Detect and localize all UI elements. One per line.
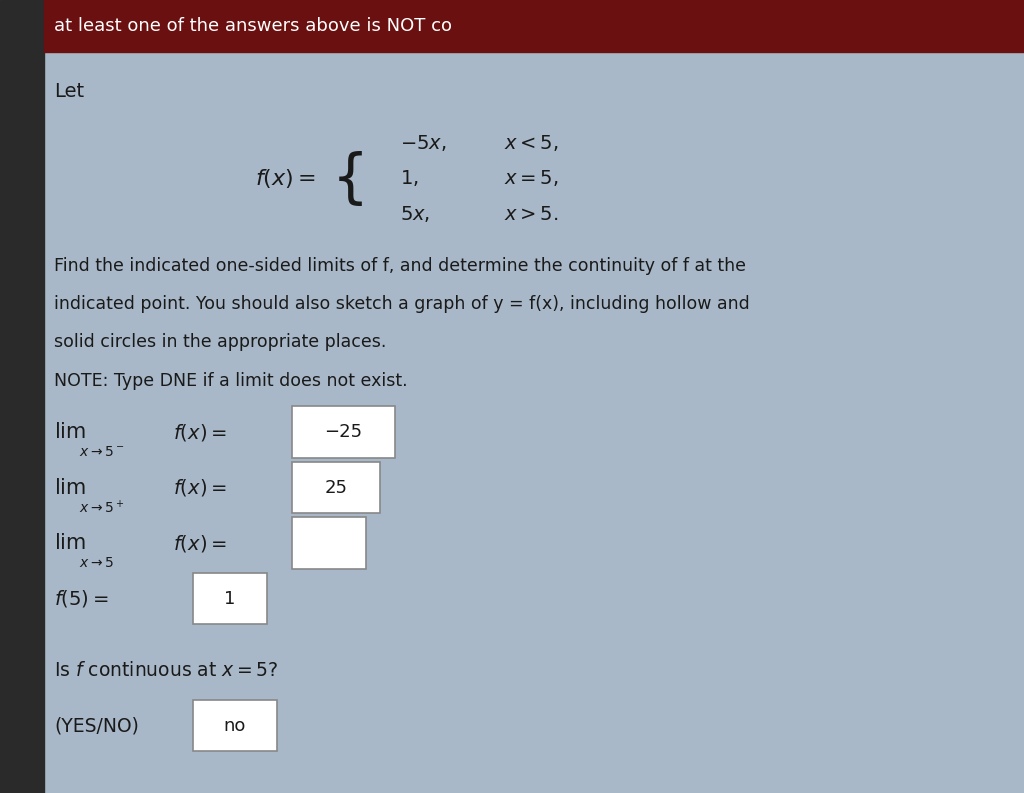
Text: 25: 25 xyxy=(325,479,347,496)
Text: at least one of the answers above is NOT co: at least one of the answers above is NOT… xyxy=(54,17,453,35)
Text: $f(5) =$: $f(5) =$ xyxy=(54,588,109,609)
Text: $f(x) =$: $f(x) =$ xyxy=(173,422,226,442)
FancyBboxPatch shape xyxy=(292,462,381,514)
Text: solid circles in the appropriate places.: solid circles in the appropriate places. xyxy=(54,333,387,351)
Bar xyxy=(0,0,44,793)
Text: $x \rightarrow 5^+$: $x \rightarrow 5^+$ xyxy=(79,499,125,516)
Text: $\lim$: $\lim$ xyxy=(54,533,86,554)
Text: $x > 5.$: $x > 5.$ xyxy=(504,205,558,224)
Text: $\lim$: $\lim$ xyxy=(54,422,86,442)
Text: $f(x) =$: $f(x) =$ xyxy=(173,477,226,498)
Text: $x \rightarrow 5^-$: $x \rightarrow 5^-$ xyxy=(79,445,125,459)
Text: 1: 1 xyxy=(224,590,236,607)
Text: no: no xyxy=(223,717,246,734)
Text: $1,$: $1,$ xyxy=(400,168,419,189)
Text: $x = 5,$: $x = 5,$ xyxy=(504,168,559,189)
Text: Find the indicated one-sided limits of f, and determine the continuity of f at t: Find the indicated one-sided limits of f… xyxy=(54,257,746,274)
FancyBboxPatch shape xyxy=(292,407,395,458)
Text: $x < 5,$: $x < 5,$ xyxy=(504,132,559,153)
FancyBboxPatch shape xyxy=(292,518,366,569)
FancyBboxPatch shape xyxy=(193,700,276,752)
Text: $f(x) =$: $f(x) =$ xyxy=(173,533,226,554)
Text: (YES/NO): (YES/NO) xyxy=(54,716,139,735)
Text: $f(x) =$: $f(x) =$ xyxy=(255,167,316,190)
Bar xyxy=(44,0,1024,52)
Text: Is $f$ continuous at $x = 5$?: Is $f$ continuous at $x = 5$? xyxy=(54,661,279,680)
Text: $x \rightarrow 5$: $x \rightarrow 5$ xyxy=(79,556,115,570)
Text: $\lim$: $\lim$ xyxy=(54,477,86,498)
Text: $5x,$: $5x,$ xyxy=(400,204,430,224)
Text: NOTE: Type DNE if a limit does not exist.: NOTE: Type DNE if a limit does not exist… xyxy=(54,372,408,389)
Text: indicated point. You should also sketch a graph of y = f(x), including hollow an: indicated point. You should also sketch … xyxy=(54,295,751,312)
Text: −25: −25 xyxy=(325,423,362,441)
Text: $\{$: $\{$ xyxy=(331,149,362,208)
FancyBboxPatch shape xyxy=(193,573,267,625)
Text: $-5x,$: $-5x,$ xyxy=(400,132,446,153)
Text: Let: Let xyxy=(54,82,85,101)
